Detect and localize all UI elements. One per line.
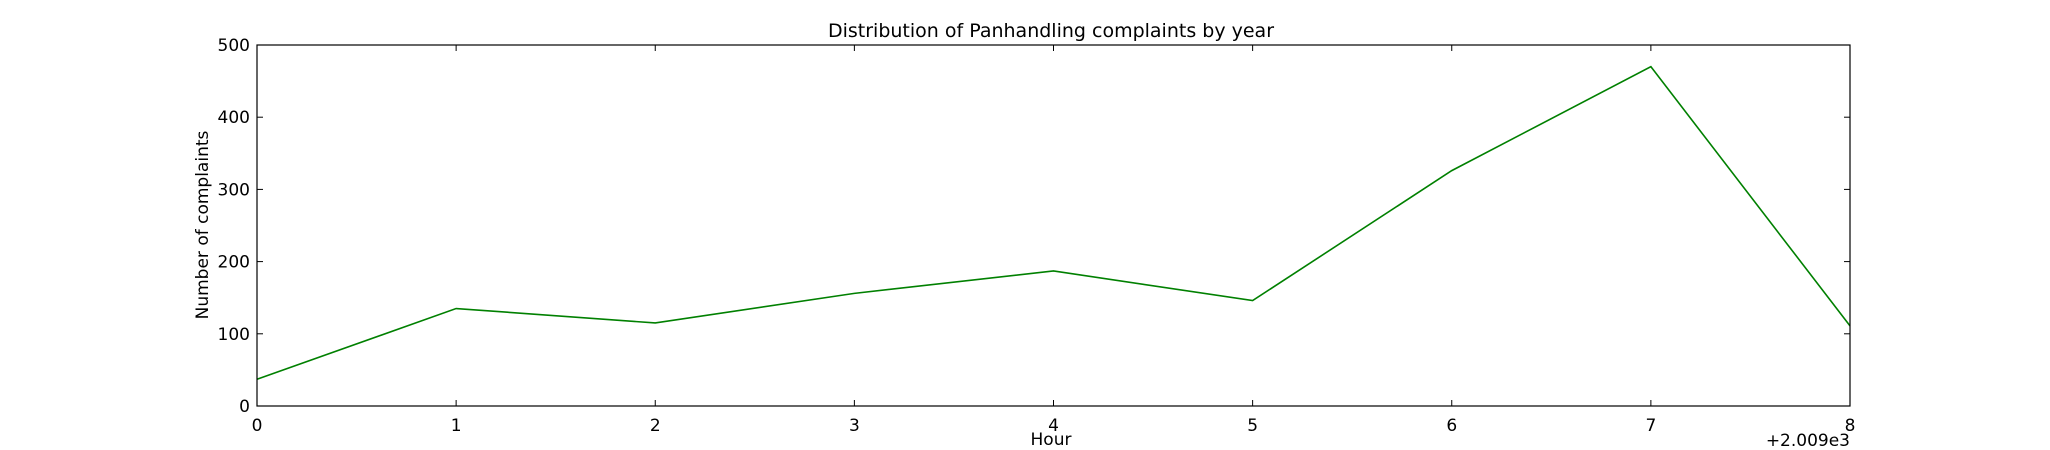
x-tick-label: 3	[849, 416, 860, 436]
x-tick-label: 1	[451, 416, 462, 436]
series-line-0	[256, 65, 1851, 381]
y-tick-label: 500	[218, 36, 250, 56]
x-tick-label: 4	[1048, 416, 1059, 436]
plot-area	[256, 44, 1851, 407]
y-tick-label: 0	[239, 397, 250, 417]
chart-title: Distribution of Panhandling complaints b…	[828, 20, 1274, 42]
y-tick-label: 100	[218, 325, 250, 345]
x-tick-label: 6	[1446, 416, 1457, 436]
y-tick-label: 200	[218, 253, 250, 273]
y-axis: 0 100 200 300 400 500	[218, 36, 1850, 417]
x-offset-label: +2.009e3	[1766, 431, 1850, 450]
y-axis-label: Number of complaints	[193, 130, 213, 319]
x-tick-label: 7	[1645, 416, 1656, 436]
x-tick-label: 5	[1247, 416, 1258, 436]
x-axis: 0 1 2 3 4 5 6 7 8	[252, 45, 1856, 436]
plot-frame	[256, 44, 1851, 407]
y-tick-label: 400	[218, 108, 250, 128]
x-tick-label: 0	[252, 416, 263, 436]
x-tick-label: 8	[1845, 416, 1856, 436]
y-tick-label: 300	[218, 180, 250, 200]
x-tick-label: 2	[650, 416, 661, 436]
x-axis-label: Hour	[1031, 430, 1072, 450]
